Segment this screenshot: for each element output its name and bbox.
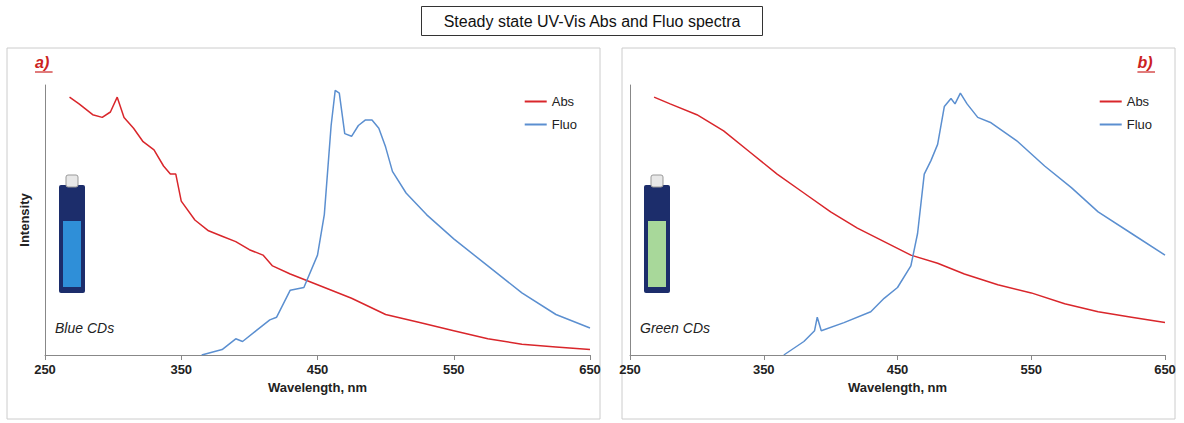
svg-text:550: 550	[443, 362, 465, 377]
svg-text:450: 450	[887, 362, 909, 377]
svg-text:Abs: Abs	[552, 94, 575, 109]
svg-text:650: 650	[579, 362, 601, 377]
svg-text:550: 550	[1020, 362, 1042, 377]
svg-text:250: 250	[34, 362, 56, 377]
svg-text:Fluo: Fluo	[552, 117, 577, 132]
svg-text:Abs: Abs	[1127, 94, 1150, 109]
svg-text:Steady state UV-Vis Abs and Fl: Steady state UV-Vis Abs and Fluo spectra	[444, 13, 741, 30]
svg-text:Blue CDs: Blue CDs	[55, 320, 114, 336]
svg-text:Wavelength, nm: Wavelength, nm	[848, 380, 947, 395]
svg-text:b): b)	[1137, 54, 1152, 71]
svg-text:250: 250	[619, 362, 641, 377]
svg-text:Intensity: Intensity	[17, 193, 32, 247]
svg-text:450: 450	[307, 362, 329, 377]
svg-text:a): a)	[35, 54, 49, 71]
svg-text:Fluo: Fluo	[1127, 117, 1152, 132]
svg-text:350: 350	[170, 362, 192, 377]
svg-text:Wavelength, nm: Wavelength, nm	[268, 380, 367, 395]
svg-text:350: 350	[753, 362, 775, 377]
svg-text:650: 650	[1154, 362, 1176, 377]
svg-text:Green CDs: Green CDs	[640, 320, 710, 336]
